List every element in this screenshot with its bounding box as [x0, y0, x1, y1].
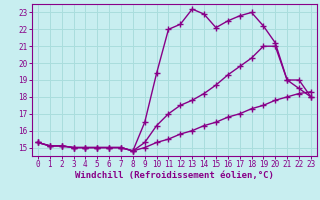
X-axis label: Windchill (Refroidissement éolien,°C): Windchill (Refroidissement éolien,°C) — [75, 171, 274, 180]
